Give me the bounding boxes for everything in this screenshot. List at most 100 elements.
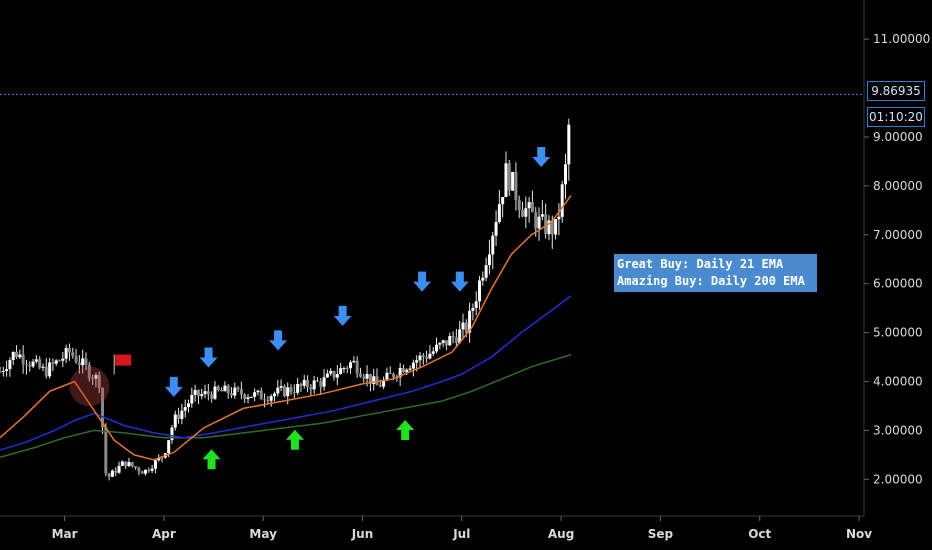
candle-body [206, 391, 210, 395]
candle-body [180, 410, 184, 419]
candle-body [349, 362, 353, 369]
candle-body [421, 355, 425, 357]
candle-series [0, 118, 571, 481]
candle-body [130, 462, 134, 467]
time-tick-label: Mar [52, 527, 78, 541]
candle-body [362, 376, 366, 379]
candle-body [441, 340, 445, 344]
price-tick-label: 6.00000 [873, 277, 923, 291]
candle-body [292, 392, 296, 394]
candle-body [77, 362, 81, 366]
candle-body [296, 383, 300, 393]
candle-body [484, 265, 488, 278]
candle-body [468, 310, 472, 333]
candle-body [256, 390, 260, 393]
candle-body [511, 172, 515, 191]
candle-body [547, 220, 551, 235]
time-tick-label: May [249, 527, 277, 541]
candle-body [497, 204, 501, 223]
candle-body [11, 351, 15, 361]
candle-body [110, 470, 114, 477]
candle-body [213, 386, 217, 399]
time-axis[interactable]: Mar Apr May Jun Jul Aug Sep Oct Nov [52, 516, 873, 541]
candle-body [501, 197, 505, 205]
current-price-label: 9.86935 [867, 81, 925, 101]
candle-body [315, 380, 319, 382]
candle-body [246, 397, 250, 400]
candle-body [272, 393, 276, 397]
candle-body [0, 371, 2, 373]
candle-body [124, 461, 128, 467]
candle-body [229, 393, 233, 396]
candle-body [365, 373, 369, 379]
candle-body [325, 373, 329, 378]
ema-blue-line [0, 295, 572, 451]
candle-body [368, 373, 372, 384]
candle-body [193, 389, 197, 395]
candle-body [415, 360, 419, 363]
candle-body [24, 364, 28, 366]
candle-body [64, 347, 68, 359]
price-axis[interactable]: 2.00000 3.00000 4.00000 5.00000 6.00000 7.000… [864, 32, 930, 486]
sell-arrow-icon [333, 305, 352, 326]
candle-body [259, 390, 263, 400]
candle-body [97, 374, 101, 388]
candle-body [107, 473, 111, 477]
candle-body [38, 359, 42, 368]
candle-body [478, 280, 482, 302]
candle-body [554, 219, 558, 235]
candle-body [335, 374, 339, 378]
candle-body [249, 396, 253, 398]
candle-body [540, 214, 544, 217]
candle-body [44, 366, 48, 377]
candle-body [203, 391, 207, 395]
sell-arrow-icon [164, 376, 183, 397]
candle-body [319, 381, 323, 387]
candle-body [243, 394, 247, 400]
highlight-circle [69, 366, 110, 407]
candle-body [537, 216, 541, 229]
candle-body [451, 336, 455, 338]
candle-body [8, 360, 12, 370]
bar-countdown-label: 01:10:20 [867, 107, 925, 127]
candle-body [398, 367, 402, 378]
candle-body [5, 369, 9, 371]
candle-body [448, 336, 452, 346]
candle-body [431, 351, 435, 354]
candle-body [481, 277, 485, 281]
candle-body [84, 358, 88, 365]
candle-body [58, 360, 62, 362]
sell-arrow-icon [532, 146, 551, 167]
candle-body [104, 427, 108, 474]
candle-body [504, 163, 508, 198]
candle-body [170, 427, 174, 441]
candle-body [339, 368, 343, 375]
time-tick-label: Jul [452, 527, 470, 541]
ema-annotation-box[interactable]: Great Buy: Daily 21 EMA Amazing Buy: Dai… [614, 254, 817, 292]
candle-body [322, 377, 326, 387]
candle-body [223, 385, 227, 392]
candle-body [352, 360, 356, 363]
candle-body [375, 376, 379, 386]
candle-body [461, 322, 465, 330]
price-tick-label: 8.00000 [873, 179, 923, 193]
candle-body [279, 386, 283, 388]
candle-body [491, 235, 495, 255]
candle-body [444, 340, 448, 346]
candle-body [51, 362, 55, 364]
candle-body [428, 353, 432, 359]
candle-body [173, 414, 177, 428]
candle-body [94, 374, 98, 379]
candle-body [54, 360, 58, 364]
candle-body [101, 387, 105, 428]
candle-body [530, 202, 534, 213]
candle-body [372, 376, 376, 384]
time-tick-label: Jun [351, 527, 374, 541]
price-tick-label: 4.00000 [873, 374, 923, 388]
buy-arrow-icon [396, 419, 415, 440]
candle-body [282, 386, 286, 397]
candle-body [309, 387, 313, 390]
candle-body [114, 470, 118, 473]
sell-arrow-icon [199, 347, 218, 368]
candle-body [21, 354, 25, 365]
